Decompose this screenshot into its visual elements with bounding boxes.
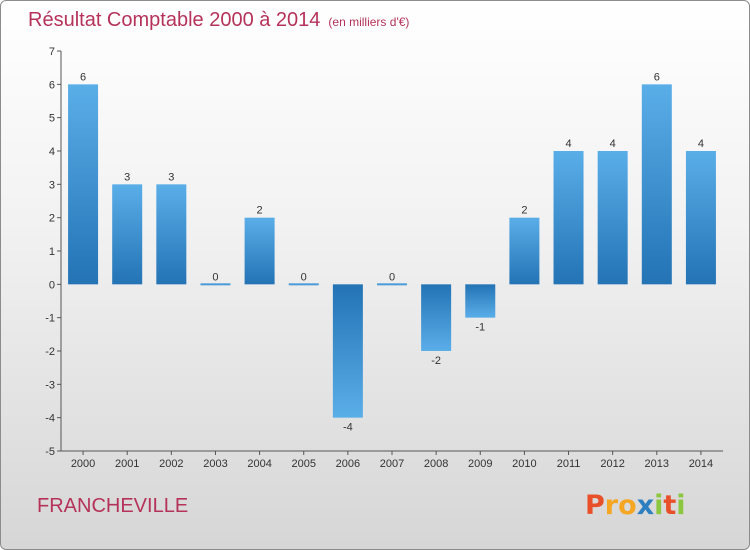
bar-2006 — [332, 284, 363, 418]
y-tick-label: 4 — [49, 146, 55, 158]
y-tick-label: 2 — [49, 213, 55, 225]
x-tick-label: 2005 — [291, 458, 315, 470]
x-tick-label: 2012 — [600, 458, 624, 470]
bar-2005 — [288, 283, 319, 286]
bar-2013 — [641, 84, 672, 285]
x-tick-label: 2006 — [336, 458, 360, 470]
value-label-2007: 0 — [389, 271, 395, 283]
x-tick-label: 2007 — [380, 458, 404, 470]
logo-letter: x — [636, 490, 655, 521]
bar-2001 — [112, 184, 143, 285]
y-tick-label: 5 — [49, 113, 55, 125]
value-label-2013: 6 — [654, 71, 660, 83]
y-tick-label: -3 — [45, 379, 55, 391]
value-label-2000: 6 — [80, 71, 86, 83]
bar-2003 — [200, 283, 231, 286]
value-label-2009: -1 — [475, 322, 485, 334]
y-tick-label: -1 — [45, 313, 55, 325]
value-label-2008: -2 — [431, 355, 441, 367]
value-label-2006: -4 — [343, 422, 353, 434]
y-tick-label: 3 — [49, 179, 55, 191]
chart-title-text: Résultat Comptable 2000 à 2014 — [28, 9, 321, 31]
value-label-2014: 4 — [698, 138, 704, 150]
value-label-2001: 3 — [124, 171, 130, 183]
x-tick-label: 2013 — [645, 458, 669, 470]
bar-2004 — [244, 217, 275, 285]
bar-2000 — [68, 84, 99, 285]
logo-letter: t — [663, 490, 677, 521]
bar-2002 — [156, 184, 187, 285]
x-tick-label: 2002 — [159, 458, 183, 470]
y-tick-label: 6 — [49, 79, 55, 91]
bar-2008 — [421, 284, 452, 351]
value-label-2010: 2 — [521, 205, 527, 217]
y-tick-label: 1 — [49, 246, 55, 258]
x-tick-label: 2014 — [689, 458, 713, 470]
chart-value-labels: 6 3 3 0 2 0 -4 0 -2 -1 2 4 4 6 4 — [80, 71, 704, 433]
x-tick-label: 2010 — [512, 458, 536, 470]
y-tick-label: 7 — [49, 46, 55, 58]
value-label-2012: 4 — [610, 138, 616, 150]
logo-letter: r — [604, 490, 619, 521]
x-tick-label: 2001 — [115, 458, 139, 470]
x-tick-label: 2000 — [71, 458, 95, 470]
logo-letter: i — [676, 490, 686, 521]
x-tick-label: 2003 — [203, 458, 227, 470]
value-label-2002: 3 — [168, 171, 174, 183]
y-tick-label: 0 — [49, 279, 55, 291]
value-label-2003: 0 — [212, 271, 218, 283]
x-tick-label: 2004 — [247, 458, 271, 470]
bar-2010 — [509, 217, 540, 285]
x-tick-label: 2008 — [424, 458, 448, 470]
y-tick-label: -2 — [45, 346, 55, 358]
x-tick-label: 2011 — [557, 458, 581, 470]
y-tick-label: -4 — [45, 413, 55, 425]
x-tick-label: 2009 — [468, 458, 492, 470]
chart-unit: (en milliers d'€) — [328, 15, 410, 29]
value-label-2004: 2 — [257, 205, 263, 217]
value-label-2011: 4 — [565, 138, 571, 150]
bar-2011 — [553, 151, 584, 285]
bar-2009 — [465, 284, 496, 318]
logo-letter: i — [654, 490, 664, 521]
chart-title: Résultat Comptable 2000 à 2014 (en millie… — [28, 9, 409, 32]
logo-letter: o — [618, 490, 637, 521]
logo-letter: P — [585, 490, 605, 521]
bar-2012 — [597, 151, 628, 285]
proxiti-logo: Proxiti — [585, 490, 686, 521]
place-name: FRANCHEVILLE — [37, 495, 189, 517]
value-label-2005: 0 — [301, 271, 307, 283]
bar-2007 — [377, 283, 407, 286]
chart-bars — [68, 84, 716, 418]
bar-2014 — [685, 151, 716, 285]
y-tick-label: -5 — [45, 446, 55, 458]
